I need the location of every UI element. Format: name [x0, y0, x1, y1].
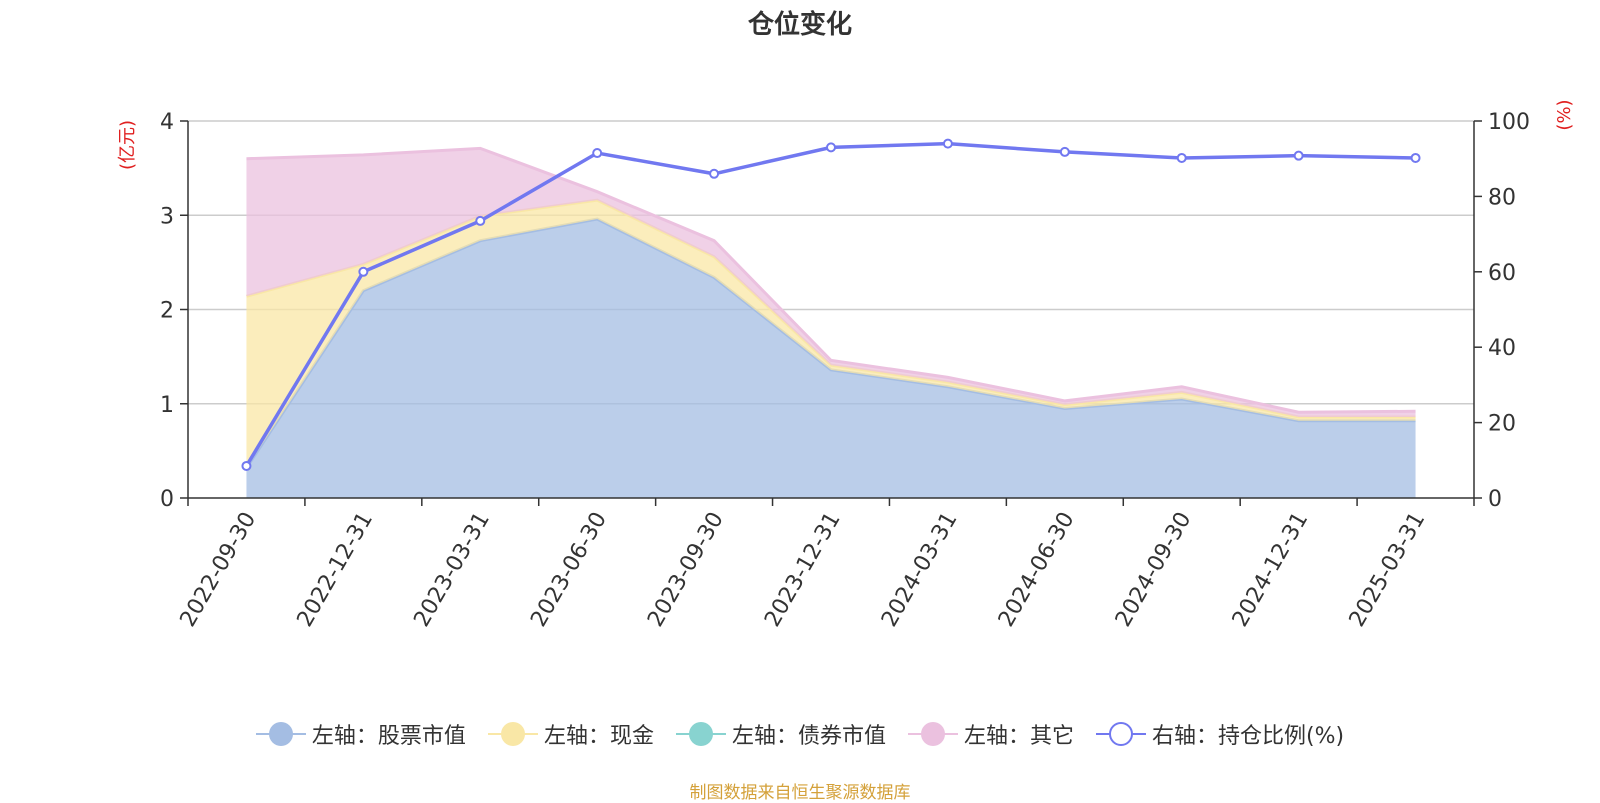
legend-marker-icon	[907, 721, 958, 747]
x-tick-label: 2023-09-30	[643, 508, 729, 631]
legend-item[interactable]: 左轴：现金	[487, 718, 654, 750]
left-tick-label: 2	[160, 299, 174, 324]
x-tick-label: 2023-03-31	[409, 508, 495, 631]
right-tick-label: 0	[1488, 487, 1502, 512]
legend-label: 左轴：债券市值	[731, 724, 886, 749]
x-tick-label: 2022-12-31	[293, 508, 379, 631]
area-edge-ebc1df	[246, 146, 1416, 414]
holding-ratio-point	[826, 142, 836, 153]
legend-item[interactable]: 左轴：其它	[907, 718, 1074, 750]
holding-ratio-point	[358, 266, 369, 277]
right-tick-label: 20	[1488, 412, 1516, 437]
x-tick-label: 2022-09-30	[176, 508, 262, 631]
holding-ratio-point	[1293, 150, 1304, 161]
holding-ratio-point	[1176, 152, 1187, 163]
area-f9e7a6	[246, 200, 1416, 468]
left-tick-label: 0	[160, 487, 174, 512]
legend-item[interactable]: 左轴：债券市值	[675, 718, 886, 750]
legend-marker-icon	[487, 721, 538, 747]
holding-ratio-point	[1410, 152, 1421, 163]
legend-marker-icon	[255, 721, 306, 747]
holding-ratio-point	[475, 215, 486, 226]
x-tick-label: 2024-06-30	[994, 508, 1080, 631]
legend-item[interactable]: 右轴：持仓比例(%)	[1095, 718, 1345, 750]
holding-ratio-point	[241, 460, 252, 471]
x-tick-label: 2025-03-31	[1345, 508, 1431, 631]
x-tick-label: 2023-06-30	[526, 508, 612, 631]
legend: 左轴：股票市值 左轴：现金 左轴：债券市值 左轴：其它 右轴：持仓比例(%)	[0, 718, 1600, 750]
right-tick-label: 100	[1488, 110, 1530, 135]
legend-marker-icon	[1095, 721, 1146, 747]
x-tick-label: 2024-09-30	[1111, 508, 1197, 631]
area-a4bde3	[246, 219, 1416, 498]
x-tick-label: 2024-03-31	[877, 508, 963, 631]
right-tick-label: 80	[1488, 185, 1516, 210]
left-axis-unit: (亿元)	[117, 120, 138, 170]
holding-ratio-point	[709, 168, 720, 179]
x-tick-label: 2023-12-31	[760, 508, 846, 631]
legend-label: 左轴：股票市值	[311, 724, 466, 749]
area-ebc1df	[246, 148, 1416, 417]
source-note: 制图数据来自恒生聚源数据库	[689, 783, 911, 803]
area-series	[245, 146, 1416, 498]
right-tick-label: 40	[1488, 336, 1516, 361]
holding-ratio-point	[592, 148, 603, 159]
left-tick-label: 3	[160, 204, 174, 229]
left-tick-label: 1	[160, 393, 174, 418]
holding-ratio-point	[942, 138, 953, 149]
line-series	[241, 138, 1421, 471]
legend-marker-icon	[675, 721, 726, 747]
legend-label: 右轴：持仓比例(%)	[1151, 724, 1345, 749]
legend-label: 左轴：现金	[543, 724, 654, 749]
legend-label: 左轴：其它	[963, 724, 1074, 749]
holding-ratio-point	[1059, 146, 1070, 157]
x-tick-label: 2024-12-31	[1228, 508, 1314, 631]
right-tick-label: 60	[1488, 261, 1516, 286]
left-tick-label: 4	[160, 110, 174, 135]
legend-item[interactable]: 左轴：股票市值	[255, 718, 466, 750]
chart-title: 仓位变化	[747, 10, 852, 40]
right-axis-unit: (%)	[1554, 99, 1575, 130]
